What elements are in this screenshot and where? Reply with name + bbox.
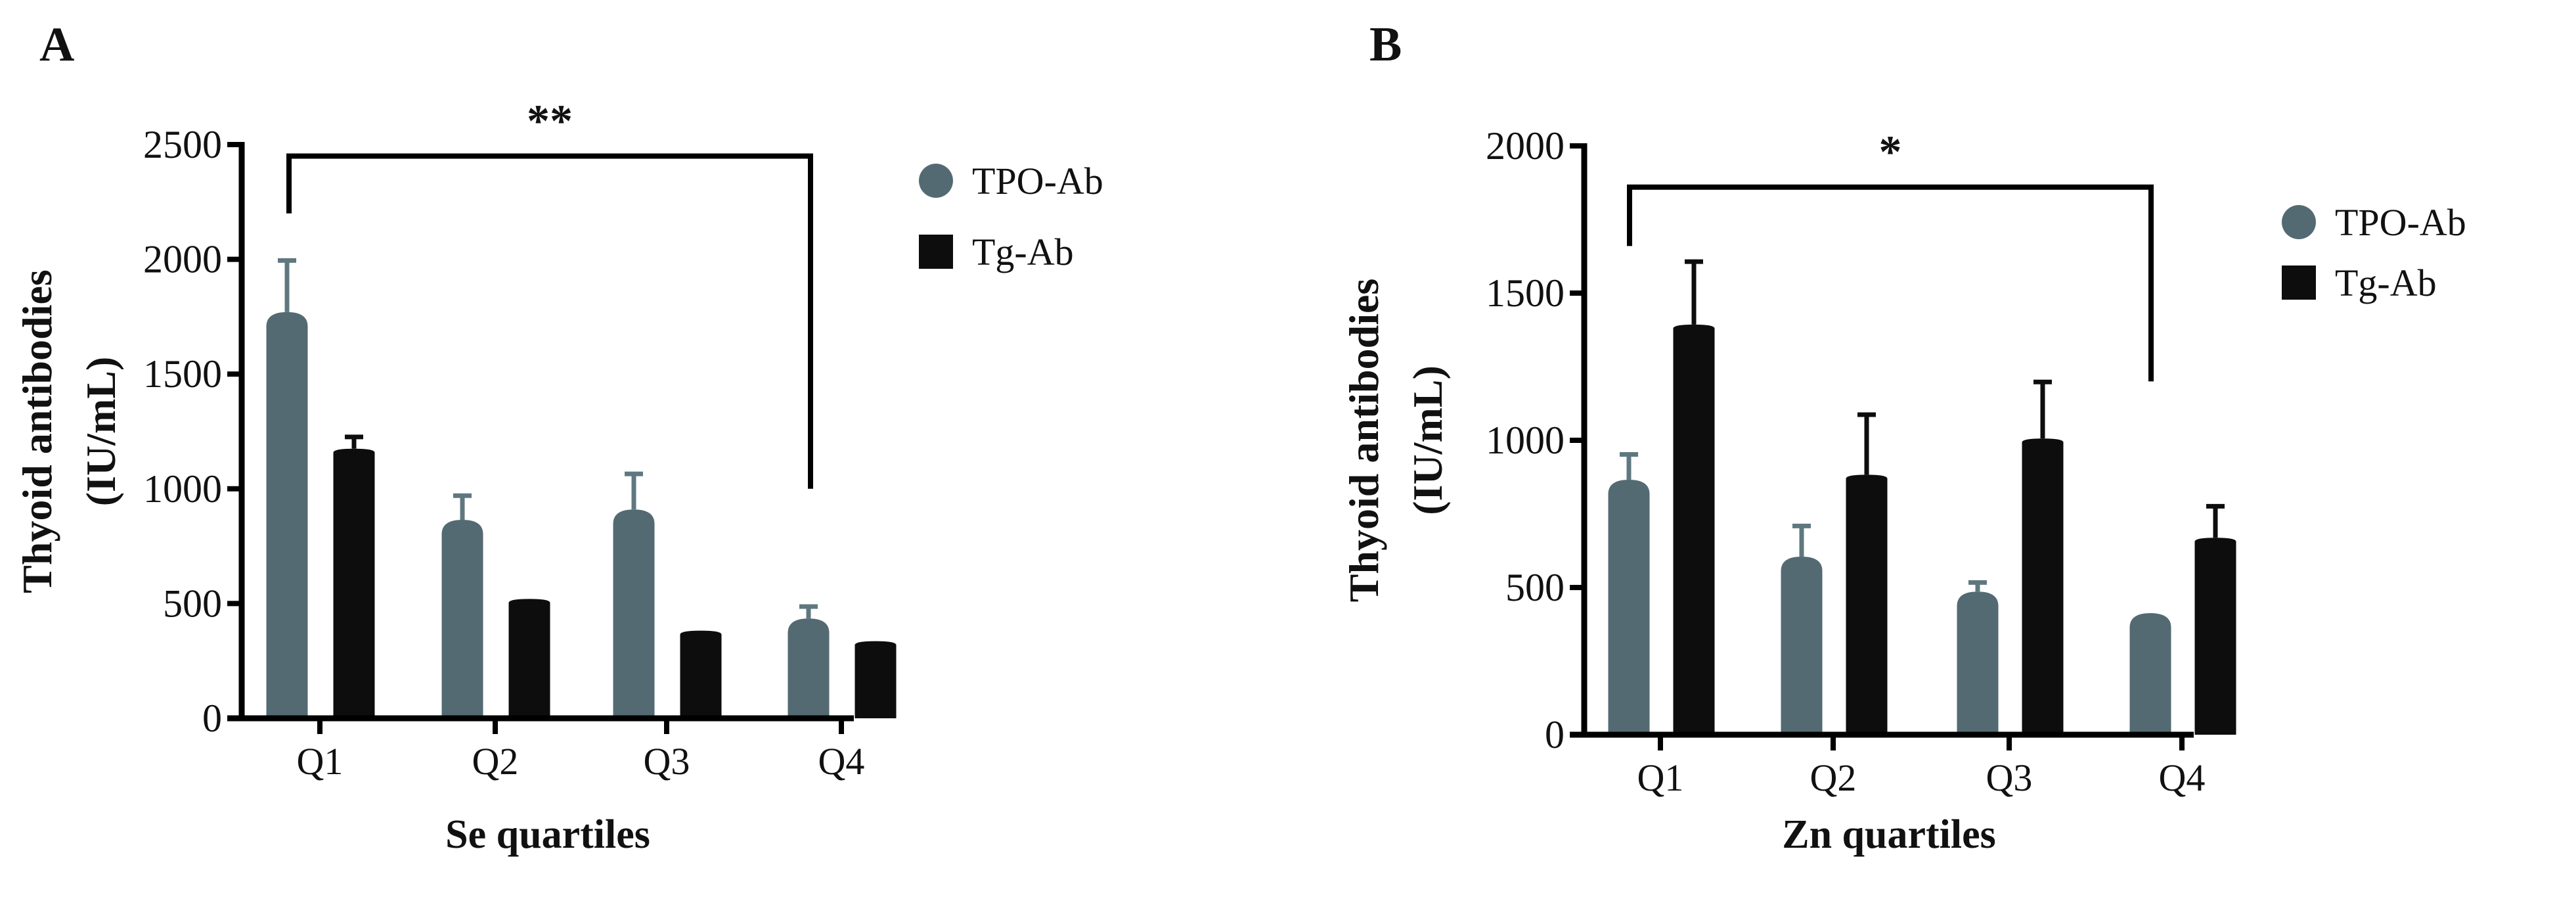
x-axis-label: Se quartiles	[445, 812, 650, 857]
y-axis-label: Thyoid antibodies	[14, 269, 60, 593]
bar-Tg-Ab-Q1	[333, 448, 375, 718]
bar-TPO-Ab-Q1	[1608, 480, 1650, 735]
bar-Tg-Ab-Q4	[855, 641, 897, 718]
y-tick-label: 1500	[143, 352, 222, 396]
y-tick-label: 2000	[1486, 124, 1565, 168]
legend-label: TPO-Ab	[2335, 201, 2466, 244]
bar-Tg-Ab-Q3	[2022, 438, 2064, 735]
bar-TPO-Ab-Q3	[613, 509, 655, 718]
significance-label: **	[527, 96, 573, 147]
x-tick-label: Q2	[472, 740, 519, 783]
chart-panel-A: A 0 500 1000 1500 2000 2500 Q1 Q2 Q3 Q4 Se quartile…	[14, 18, 1103, 857]
panel-label: A	[39, 18, 74, 72]
x-tick-label: Q3	[1986, 756, 2033, 799]
bar-TPO-Ab-Q4	[788, 618, 830, 718]
x-tick-label: Q1	[297, 740, 344, 783]
y-axis-label: (IU/mL)	[1404, 365, 1451, 515]
legend-label: Tg-Ab	[2335, 262, 2437, 304]
y-tick-label: 500	[1505, 566, 1565, 609]
x-tick-label: Q2	[1810, 756, 1857, 799]
x-tick-label: Q1	[1637, 756, 1684, 799]
x-axis-label: Zn quartiles	[1782, 812, 1996, 857]
bar-Tg-Ab-Q4	[2194, 538, 2236, 735]
y-tick-label: 1500	[1486, 271, 1565, 315]
panel-label: B	[1369, 18, 1402, 72]
y-tick-label: 1000	[143, 467, 222, 511]
bar-Tg-Ab-Q2	[1846, 474, 1888, 735]
y-tick-label: 1000	[1486, 419, 1565, 462]
legend-marker-circle	[2282, 205, 2316, 239]
x-tick-label: Q4	[2159, 756, 2206, 799]
y-tick-label: 0	[1545, 713, 1565, 756]
bar-TPO-Ab-Q1	[266, 311, 308, 718]
y-tick-label: 500	[163, 582, 222, 625]
y-tick-label: 2000	[143, 238, 222, 281]
significance-bracket	[286, 153, 813, 489]
bar-TPO-Ab-Q3	[1957, 591, 1999, 735]
legend-label: Tg-Ab	[972, 231, 1074, 273]
x-tick-label: Q4	[818, 740, 865, 783]
chart-panel-B: B 0 500 1000 1500 2000 Q1 Q2 Q3 Q4 Zn quartiles Thy…	[1341, 18, 2466, 857]
bar-TPO-Ab-Q2	[441, 519, 483, 718]
bar-Tg-Ab-Q1	[1673, 324, 1715, 735]
legend-marker-circle	[919, 164, 953, 198]
bar-TPO-Ab-Q4	[2129, 612, 2171, 735]
bar-TPO-Ab-Q2	[1781, 556, 1823, 735]
y-axis-label: (IU/mL)	[78, 357, 124, 507]
y-tick-label: 0	[202, 697, 222, 740]
bar-Tg-Ab-Q2	[508, 599, 550, 718]
bar-Tg-Ab-Q3	[680, 630, 722, 718]
significance-label: *	[1879, 127, 1902, 178]
legend-marker-square	[2282, 265, 2316, 300]
significance-bracket	[1627, 184, 2154, 382]
legend-label: TPO-Ab	[972, 160, 1103, 202]
y-tick-label: 2500	[143, 123, 222, 166]
x-tick-label: Q3	[644, 740, 690, 783]
legend-marker-square	[919, 235, 953, 269]
y-axis-label: Thyoid antibodies	[1341, 279, 1387, 603]
